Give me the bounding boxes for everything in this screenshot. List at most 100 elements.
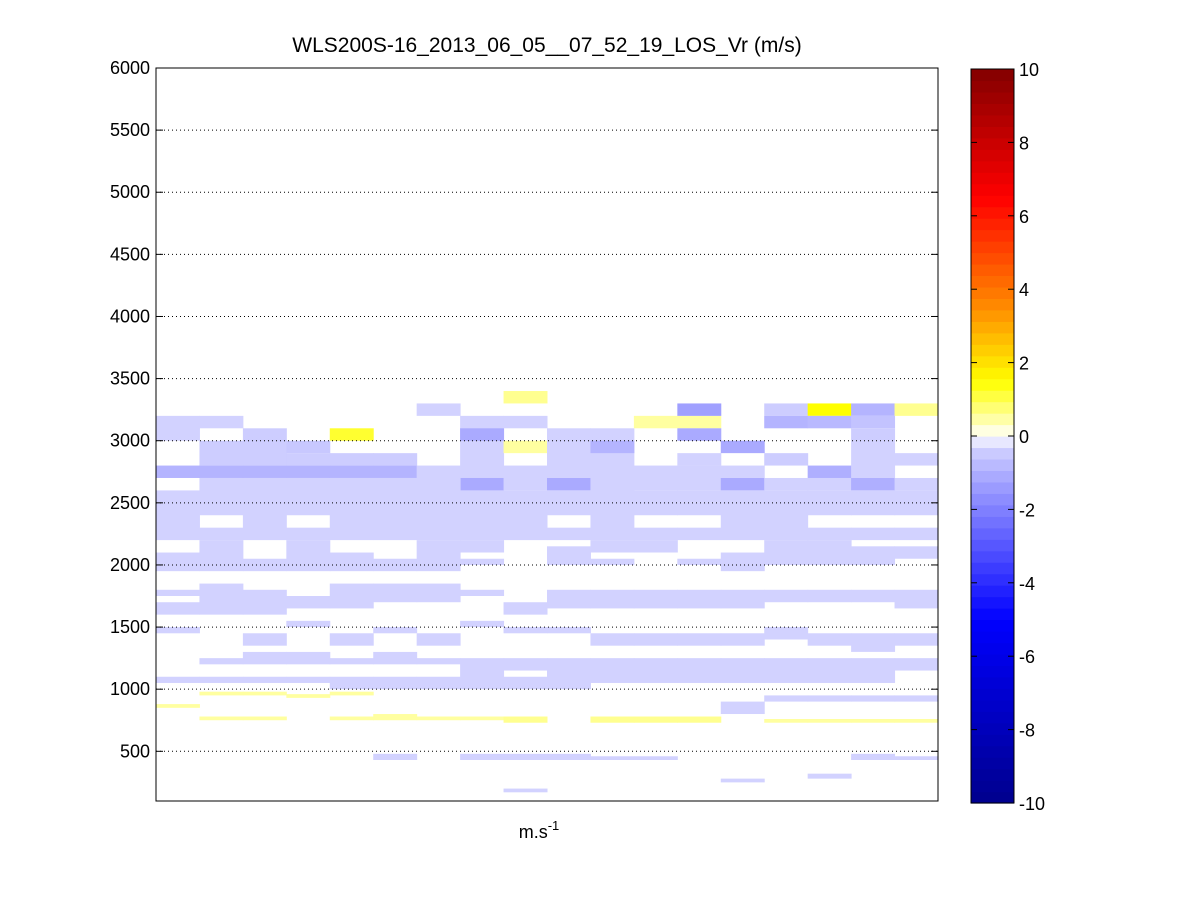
heatmap-cell <box>590 440 635 454</box>
heatmap-cell <box>851 527 896 541</box>
colorbar-segment <box>971 160 1014 173</box>
heatmap-cell <box>199 415 244 429</box>
y-tick-label: 5500 <box>110 120 150 140</box>
colorbar-segment <box>971 309 1014 322</box>
heatmap-cell <box>286 596 331 609</box>
colorbar-segment <box>971 791 1014 804</box>
colorbar-tick-label: 4 <box>1019 280 1029 300</box>
heatmap-cell <box>242 589 287 615</box>
colorbar-segment <box>971 80 1014 93</box>
heatmap-cell <box>460 490 505 541</box>
colorbar-segment <box>971 711 1014 724</box>
heatmap-cell <box>720 778 765 783</box>
heatmap-cell <box>851 440 896 478</box>
heatmap-cell <box>286 527 331 541</box>
colorbar-segment <box>971 401 1014 414</box>
heatmap-cell <box>547 658 591 690</box>
heatmap-cell <box>851 633 896 652</box>
heatmap-cell <box>329 477 374 541</box>
heatmap-cell <box>373 627 418 634</box>
heatmap-cell <box>851 546 896 565</box>
heatmap-cell <box>373 477 418 541</box>
heatmap-cell <box>807 695 852 702</box>
heatmap-cell <box>329 716 374 721</box>
heatmap-cell <box>156 602 200 615</box>
heatmap-cell <box>460 558 505 565</box>
colorbar-tick-label: 2 <box>1019 354 1029 374</box>
heatmap-cell <box>894 477 939 491</box>
heatmap-cell <box>677 633 722 646</box>
heatmap-cell <box>547 527 591 541</box>
heatmap-cell <box>807 773 852 779</box>
colorbar-segment <box>971 493 1014 506</box>
heatmap-cell <box>503 440 548 454</box>
colorbar-segment <box>971 539 1014 552</box>
heatmap-cell <box>807 477 852 491</box>
heatmap-cell <box>677 658 722 683</box>
colorbar-tick-label: -8 <box>1019 721 1035 741</box>
heatmap-cell <box>807 527 852 541</box>
heatmap-cell <box>199 440 244 466</box>
heatmap-cell <box>677 465 722 491</box>
heatmap-cell <box>633 756 678 761</box>
heatmap-cell <box>807 540 852 565</box>
heatmap-cell <box>677 527 722 541</box>
y-tick-label: 500 <box>120 741 150 761</box>
heatmap-cell <box>373 676 418 690</box>
colorbar-segment <box>971 550 1014 563</box>
heatmap-cell <box>677 415 722 429</box>
colorbar-segment <box>971 355 1014 368</box>
heatmap-cell <box>547 589 591 609</box>
heatmap-cell <box>764 695 809 702</box>
heatmap-cell <box>851 658 896 683</box>
heatmap-cell <box>851 490 896 516</box>
heatmap-cell <box>503 391 548 404</box>
heatmap-cell <box>633 716 678 723</box>
heatmap-cell <box>199 658 244 665</box>
plot-area <box>155 67 939 802</box>
heatmap-cell <box>677 428 722 441</box>
colorbar-segment <box>971 688 1014 701</box>
heatmap-cell <box>329 465 374 478</box>
colorbar-segment <box>971 195 1014 208</box>
colorbar-segment <box>971 286 1014 299</box>
y-tick-label: 4000 <box>110 306 150 326</box>
heatmap-cell <box>633 589 678 609</box>
heatmap-cell <box>416 716 461 721</box>
colorbar-segment <box>971 447 1014 460</box>
heatmap-cell <box>720 552 765 572</box>
colorbar-tick-label: 0 <box>1019 427 1029 447</box>
colorbar-segment <box>971 562 1014 575</box>
colorbar-tick-label: 6 <box>1019 207 1029 227</box>
heatmap-cell <box>720 658 765 683</box>
heatmap-cell <box>764 403 809 416</box>
heatmap-cell <box>807 589 852 603</box>
heatmap-cell <box>286 651 331 665</box>
y-tick-label: 3500 <box>110 369 150 389</box>
heatmap-cell <box>720 490 765 541</box>
x-axis-label: m.s-1 <box>519 818 560 842</box>
heatmap-cell <box>590 589 635 609</box>
heatmap-cell <box>720 701 765 715</box>
heatmap-cell <box>720 440 765 454</box>
colorbar-segment <box>971 436 1014 449</box>
colorbar-tick-label: -6 <box>1019 647 1035 667</box>
y-tick-label: 1500 <box>110 617 150 637</box>
heatmap-cell <box>460 428 505 441</box>
colorbar-segment <box>971 390 1014 403</box>
colorbar-segment <box>971 481 1014 494</box>
heatmap-cell <box>894 695 939 702</box>
heatmap-cell <box>807 658 852 683</box>
heatmap-cell <box>329 633 374 646</box>
colorbar-segment <box>971 734 1014 747</box>
heatmap-cell <box>503 788 548 793</box>
heatmap-cell <box>764 658 809 683</box>
colorbar-segment <box>971 619 1014 632</box>
heatmap-cell <box>851 753 896 761</box>
colorbar-segment <box>971 183 1014 196</box>
heatmap-cell <box>633 540 678 553</box>
heatmap-cell <box>242 676 287 683</box>
heatmap-cell <box>199 540 244 572</box>
heatmap-cell <box>416 465 461 478</box>
